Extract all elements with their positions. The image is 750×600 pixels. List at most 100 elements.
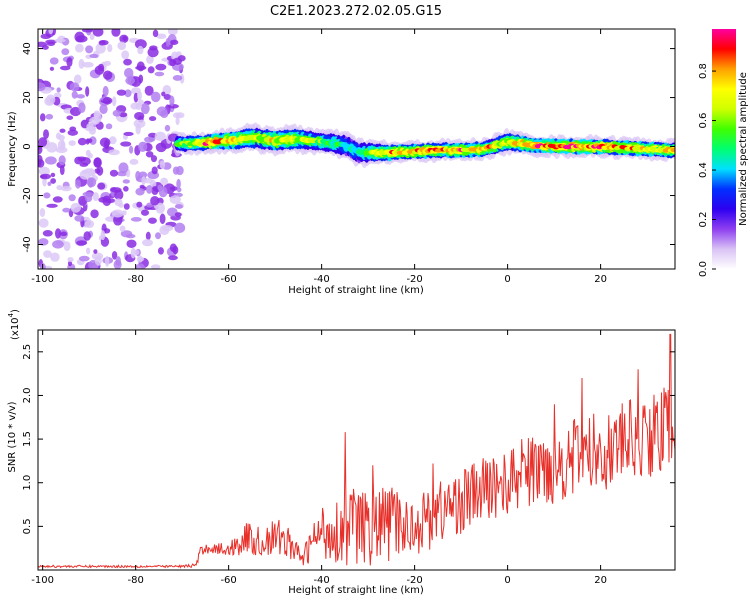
noise-blob xyxy=(76,94,85,99)
noise-blob xyxy=(140,103,150,115)
x-tick-label: -100 xyxy=(31,575,54,586)
noise-blob xyxy=(150,155,158,163)
noise-blob xyxy=(175,112,185,119)
noise-blob xyxy=(85,45,94,54)
y-tick-label: 1.0 xyxy=(22,475,33,491)
noise-blob xyxy=(75,179,81,189)
noise-blob xyxy=(150,264,161,269)
noise-blob xyxy=(117,41,127,51)
snr-x-ticks: -100 -80 -60 -40 -20 0 20 xyxy=(31,330,607,586)
noise-blob xyxy=(50,178,56,184)
noise-blob xyxy=(109,169,119,177)
x-tick-label: -40 xyxy=(313,274,329,285)
noise-blob xyxy=(111,96,117,107)
x-tick-label: -80 xyxy=(127,575,143,586)
noise-blob xyxy=(111,29,121,37)
noise-blob xyxy=(114,189,124,201)
noise-blob xyxy=(99,104,108,115)
noise-blob xyxy=(169,186,178,191)
noise-blob xyxy=(122,179,130,184)
noise-blob xyxy=(159,160,166,169)
noise-blob xyxy=(69,126,77,132)
noise-blob xyxy=(57,134,65,141)
snr-y-axis-label: SNR (10 * v/v) xyxy=(7,401,18,472)
colorbar-tick-label: 0.4 xyxy=(698,162,709,178)
noise-blob xyxy=(59,128,66,133)
noise-blob xyxy=(135,263,146,269)
noise-blob xyxy=(145,231,151,241)
noise-blob xyxy=(135,102,142,110)
noise-blob xyxy=(144,178,153,184)
noise-blob xyxy=(151,186,159,196)
noise-blob xyxy=(160,177,169,186)
noise-blob xyxy=(87,153,93,159)
noise-blob xyxy=(137,257,145,262)
snr-x-axis-label: Height of straight line (km) xyxy=(288,585,424,596)
noise-blob xyxy=(50,172,56,178)
noise-blob xyxy=(116,89,127,96)
noise-blob xyxy=(52,240,64,249)
spectrogram-heatmap xyxy=(38,29,675,269)
noise-blob xyxy=(69,82,80,92)
spectrogram-y-ticks: -40 -20 0 20 40 xyxy=(22,42,675,253)
noise-blob xyxy=(157,247,164,255)
snr-frame xyxy=(37,329,676,571)
noise-blob xyxy=(43,250,52,258)
noise-blob xyxy=(119,225,126,232)
x-tick-label: -20 xyxy=(406,575,422,586)
noise-blob xyxy=(47,181,52,186)
snr-y-ticks: 0.5 1.0 1.5 2.0 2.5 xyxy=(22,344,675,534)
noise-blob xyxy=(74,31,85,43)
noise-blob xyxy=(86,138,93,144)
noise-blob xyxy=(155,232,161,240)
x-tick-label: -80 xyxy=(127,274,143,285)
noise-blob xyxy=(58,155,66,166)
x-tick-label: 0 xyxy=(504,274,510,285)
noise-blob xyxy=(50,252,60,262)
x-tick-label: -60 xyxy=(220,274,236,285)
noise-blob xyxy=(39,173,52,180)
noise-blob xyxy=(78,58,85,69)
y-tick-label: 20 xyxy=(22,91,33,104)
colorbar-ticks: 0.0 0.2 0.4 0.6 0.8 xyxy=(698,63,716,277)
noise-blob xyxy=(161,91,166,97)
noise-blob xyxy=(169,59,177,67)
noise-blob xyxy=(124,67,134,78)
noise-blob xyxy=(94,65,105,75)
noise-blob xyxy=(128,145,134,154)
noise-blob xyxy=(163,94,172,101)
noise-blob xyxy=(129,158,139,165)
svg-text:(x104): (x104) xyxy=(7,309,21,340)
noise-blob xyxy=(146,55,154,64)
y-tick-label: 2.5 xyxy=(22,344,33,360)
noise-blob xyxy=(68,140,76,146)
noise-blob xyxy=(144,85,154,96)
noise-blob xyxy=(92,29,104,37)
noise-blob xyxy=(60,139,66,151)
noise-blob xyxy=(161,225,174,232)
noise-blob xyxy=(135,187,145,196)
noise-blob xyxy=(175,116,180,126)
noise-blob xyxy=(80,157,91,166)
noise-blob xyxy=(108,136,117,145)
noise-blob xyxy=(48,29,54,35)
noise-blob xyxy=(94,255,102,266)
noise-blob xyxy=(104,255,110,267)
noise-blob xyxy=(69,106,82,117)
noise-blob xyxy=(66,115,74,120)
noise-blob xyxy=(105,123,113,130)
noise-blob xyxy=(108,149,120,156)
noise-blob xyxy=(149,116,157,122)
noise-blob xyxy=(89,136,97,145)
noise-blob xyxy=(119,112,128,118)
snr-panel: -100 -80 -60 -40 -20 0 20 0.5 1.0 1.5 2.0 2.5 Heig… xyxy=(7,309,676,596)
spectrogram-y-axis-label: Frequency (Hz) xyxy=(7,111,18,187)
noise-blob xyxy=(150,91,161,103)
noise-blob xyxy=(158,186,168,198)
x-tick-label: 20 xyxy=(594,575,607,586)
x-tick-label: 20 xyxy=(594,274,607,285)
noise-blob xyxy=(138,141,148,153)
spectrogram-x-ticks: -100 -80 -60 -40 -20 0 20 xyxy=(31,29,607,285)
noise-blob xyxy=(71,90,78,99)
